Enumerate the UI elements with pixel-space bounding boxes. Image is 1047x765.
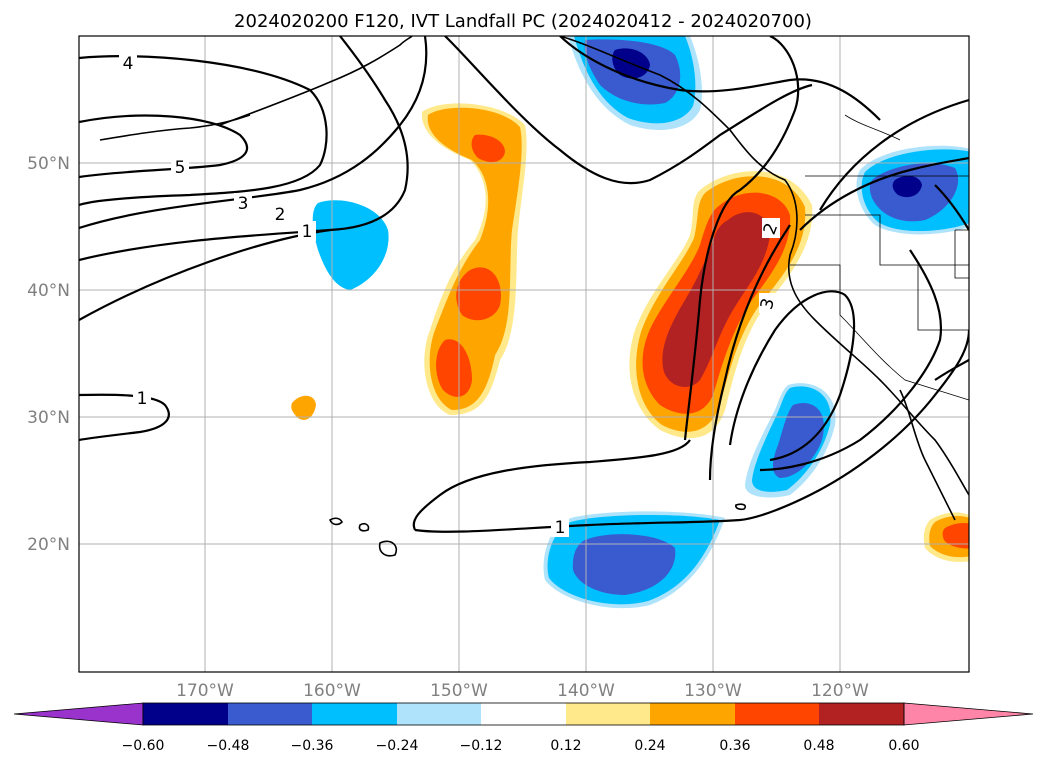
colorbar-label: −0.36	[291, 738, 334, 754]
colorbar-label: 0.48	[803, 738, 834, 754]
contour-layer	[79, 36, 969, 533]
negative-anomaly-region	[773, 403, 824, 478]
negative-anomaly-region	[892, 175, 922, 198]
positive-anomaly-region	[942, 523, 969, 549]
lon-label: 170°W	[176, 681, 234, 701]
contour-label: 5	[175, 158, 186, 178]
contour-label: 2	[275, 205, 286, 225]
colorbar-segment	[735, 703, 819, 725]
negative-anomaly-region	[312, 200, 389, 290]
colorbar-over-triangle	[903, 702, 1034, 726]
colorbar-segment	[397, 703, 481, 725]
map-title: 2024020200 F120, IVT Landfall PC (202402…	[234, 11, 812, 32]
lon-label: 140°W	[557, 681, 615, 701]
contour-label: 1	[137, 389, 148, 409]
colorbar-label: 0.24	[634, 738, 665, 754]
lat-label: 40°N	[27, 281, 70, 301]
colorbar-segment	[312, 703, 397, 725]
colorbar-segment	[481, 703, 566, 725]
lat-label: 30°N	[27, 408, 70, 428]
colorbar-label: −0.60	[122, 738, 165, 754]
positive-anomaly-region	[456, 267, 501, 321]
negative-anomaly-region	[572, 534, 676, 595]
positive-anomaly-region	[427, 107, 522, 411]
colorbar-segment	[228, 703, 312, 725]
colorbar-label: 0.36	[719, 738, 750, 754]
positive-anomaly-region	[662, 212, 770, 387]
lat-label: 20°N	[27, 535, 70, 555]
colorbar-segment	[650, 703, 735, 725]
positive-anomaly-region	[291, 395, 316, 420]
contour-label: 1	[302, 222, 313, 242]
lat-label: 50°N	[27, 154, 70, 174]
lon-label: 160°W	[303, 681, 361, 701]
colorbar-label: −0.24	[376, 738, 419, 754]
contour-labels: 4 5 3 2 1 1 1 2 3	[119, 53, 782, 538]
contour-label: 3	[238, 194, 249, 214]
lon-label: 150°W	[430, 681, 488, 701]
colorbar-segment	[566, 703, 650, 725]
colorbar-label: 0.60	[888, 738, 919, 754]
colorbar-segment	[143, 703, 228, 725]
contour-label: 4	[123, 54, 134, 74]
map-plot-area: 4 5 3 2 1 1 1 2 3	[79, 36, 969, 672]
positive-anomaly-region	[436, 339, 472, 397]
contour-label: 1	[555, 518, 566, 538]
colorbar-segment	[819, 703, 904, 725]
colorbar-under-triangle	[13, 702, 144, 726]
colorbar: −0.60 −0.48 −0.36 −0.24 −0.12 0.12 0.24 …	[13, 702, 1034, 754]
positive-anomaly-region	[471, 134, 505, 163]
colorbar-label: −0.12	[460, 738, 503, 754]
colorbar-label: 0.12	[550, 738, 581, 754]
lon-label: 120°W	[811, 681, 869, 701]
colorbar-label: −0.48	[207, 738, 250, 754]
contour-label: 3	[757, 296, 779, 312]
lon-label: 130°W	[684, 681, 742, 701]
plot-frame	[78, 35, 970, 673]
